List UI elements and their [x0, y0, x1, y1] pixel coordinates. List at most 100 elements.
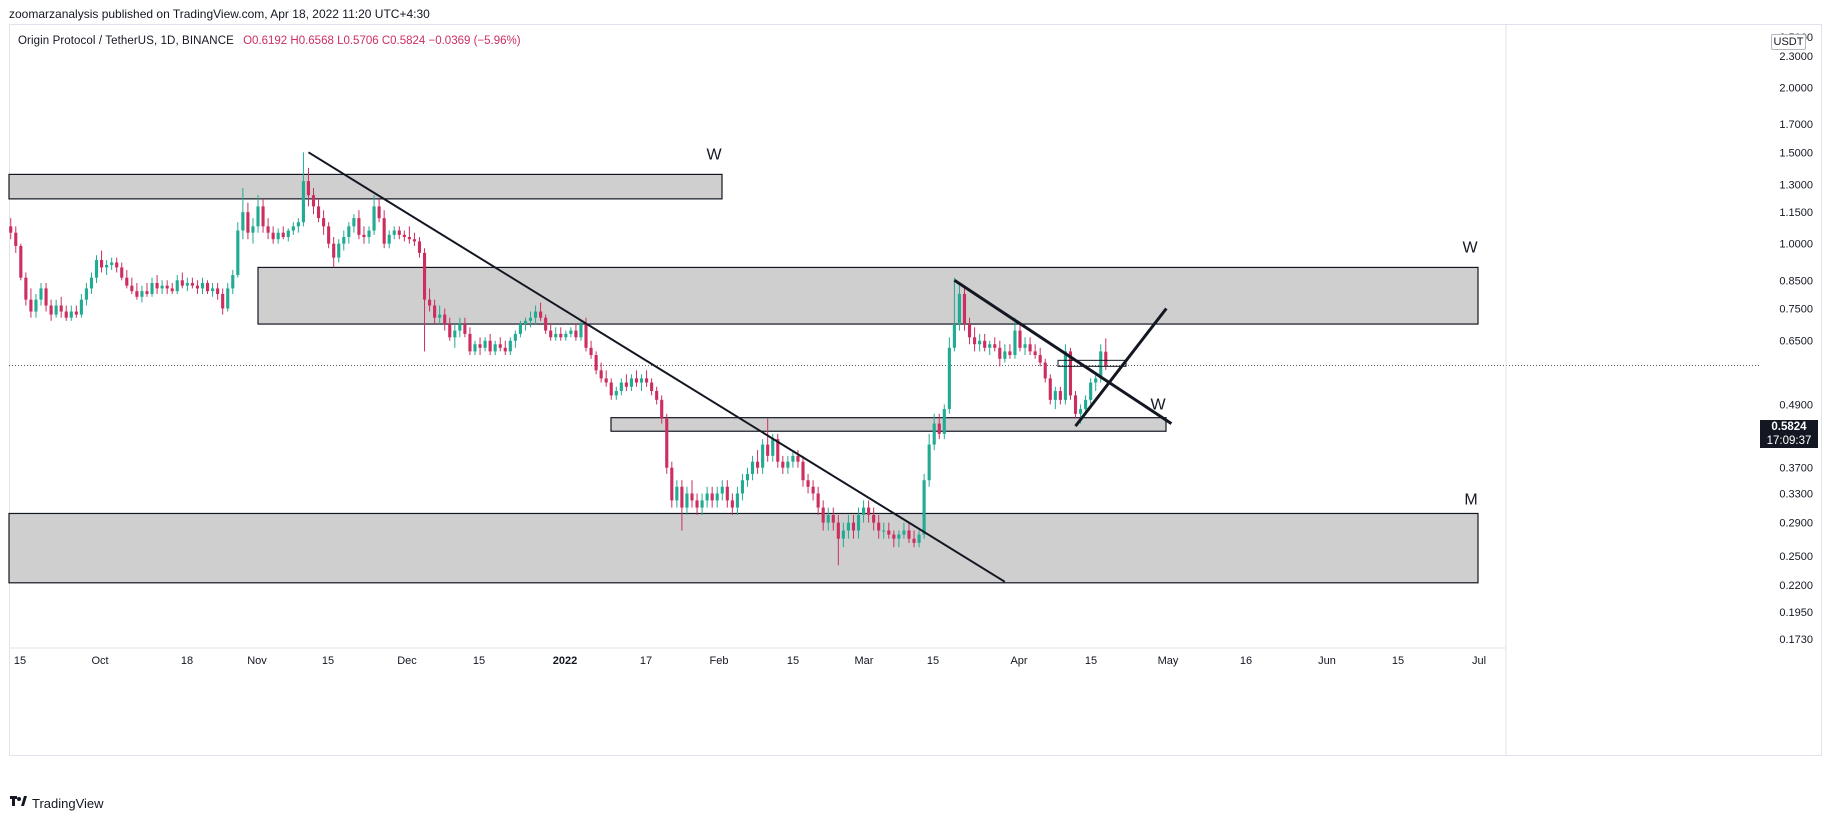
candle	[680, 480, 684, 531]
candle	[811, 480, 815, 501]
x-tick-label: Mar	[855, 655, 874, 667]
candle-body	[730, 500, 734, 508]
candle	[650, 378, 654, 396]
candle-body	[150, 282, 154, 294]
candle	[533, 305, 538, 325]
candle-body	[533, 311, 538, 318]
candle-body	[241, 212, 245, 231]
candle	[281, 226, 285, 240]
candle-body	[226, 288, 230, 309]
candle-body	[660, 399, 664, 419]
candle	[1018, 324, 1022, 352]
candle	[175, 275, 179, 294]
candle-body	[200, 282, 205, 289]
candle	[190, 277, 194, 289]
candle	[786, 455, 790, 474]
candle	[150, 277, 154, 297]
candle	[559, 327, 563, 341]
y-tick-label: 0.2500	[1779, 551, 1813, 563]
candle-body	[988, 344, 992, 348]
candle-body	[801, 461, 805, 481]
candle	[1089, 378, 1093, 405]
candle-body	[190, 282, 194, 286]
candle	[957, 282, 962, 331]
symbol-name[interactable]: Origin Protocol / TetherUS, 1D, BINANCE	[18, 35, 234, 47]
candle	[79, 293, 83, 318]
zone-label: M	[1464, 491, 1477, 508]
candle-body	[89, 277, 94, 289]
candle	[458, 317, 462, 338]
candle	[856, 507, 861, 539]
candle	[422, 248, 427, 352]
candle	[74, 305, 78, 318]
candle-body	[367, 230, 371, 238]
candle	[160, 280, 164, 294]
candle-body	[205, 282, 210, 292]
candle-body	[700, 500, 704, 508]
candle-body	[564, 333, 568, 338]
last-price-value: 0.5824	[1771, 421, 1807, 433]
candle-body	[19, 245, 23, 278]
candle	[549, 324, 553, 341]
candle	[34, 293, 38, 318]
candle-body	[185, 282, 189, 286]
x-tick-label: 15	[1085, 655, 1097, 667]
chart-frame[interactable]	[9, 24, 1822, 756]
candle	[261, 198, 265, 233]
candle-body	[165, 285, 169, 289]
candle	[665, 413, 669, 474]
candle-body	[473, 344, 477, 352]
y-tick-label: 2.0000	[1779, 83, 1813, 95]
candle	[887, 522, 891, 539]
candle-body	[690, 493, 694, 501]
candle-body	[125, 277, 129, 286]
candle	[700, 493, 704, 515]
currency-unit-badge[interactable]: USDT	[1771, 34, 1806, 50]
candle-body	[34, 299, 38, 312]
candle	[438, 305, 442, 325]
candle-body	[599, 370, 603, 379]
candle-body	[745, 473, 750, 481]
candle	[998, 340, 1002, 367]
candle-body	[705, 493, 709, 501]
y-tick-label: 1.1500	[1779, 207, 1813, 219]
published-line: zoomarzanalysis published on TradingView…	[9, 7, 430, 21]
candle	[407, 226, 411, 244]
candle-body	[882, 530, 886, 532]
candle	[24, 272, 28, 306]
candle-body	[276, 232, 280, 240]
candle	[604, 370, 608, 387]
brand-footer[interactable]: TradingView	[10, 796, 104, 811]
candle-body	[806, 480, 810, 487]
candle-body	[94, 260, 99, 278]
x-tick-label: Nov	[247, 655, 267, 667]
candle-body	[1078, 409, 1083, 414]
candle-body	[160, 285, 164, 289]
candle	[362, 226, 366, 244]
candle	[670, 461, 674, 508]
candle-body	[357, 218, 361, 235]
candle	[705, 486, 709, 508]
candle-body	[483, 340, 487, 348]
y-tick-label: 0.3300	[1779, 488, 1813, 500]
candle	[539, 302, 543, 321]
candle-body	[59, 305, 63, 312]
candle-body	[463, 324, 467, 334]
candle	[619, 378, 623, 396]
candle-body	[1084, 399, 1088, 410]
candle-body	[9, 226, 13, 233]
candle-body	[266, 226, 270, 233]
candle-body	[271, 232, 275, 240]
y-tick-label: 0.3700	[1779, 463, 1813, 475]
candle	[685, 486, 689, 515]
candle-body	[352, 218, 356, 227]
candle-body	[14, 232, 18, 246]
zone-box	[610, 417, 1167, 432]
candle	[937, 413, 941, 440]
candle	[29, 288, 33, 318]
candle	[483, 337, 487, 352]
candle-body	[665, 418, 669, 468]
candle-body	[811, 486, 815, 494]
candle-body	[877, 522, 881, 531]
